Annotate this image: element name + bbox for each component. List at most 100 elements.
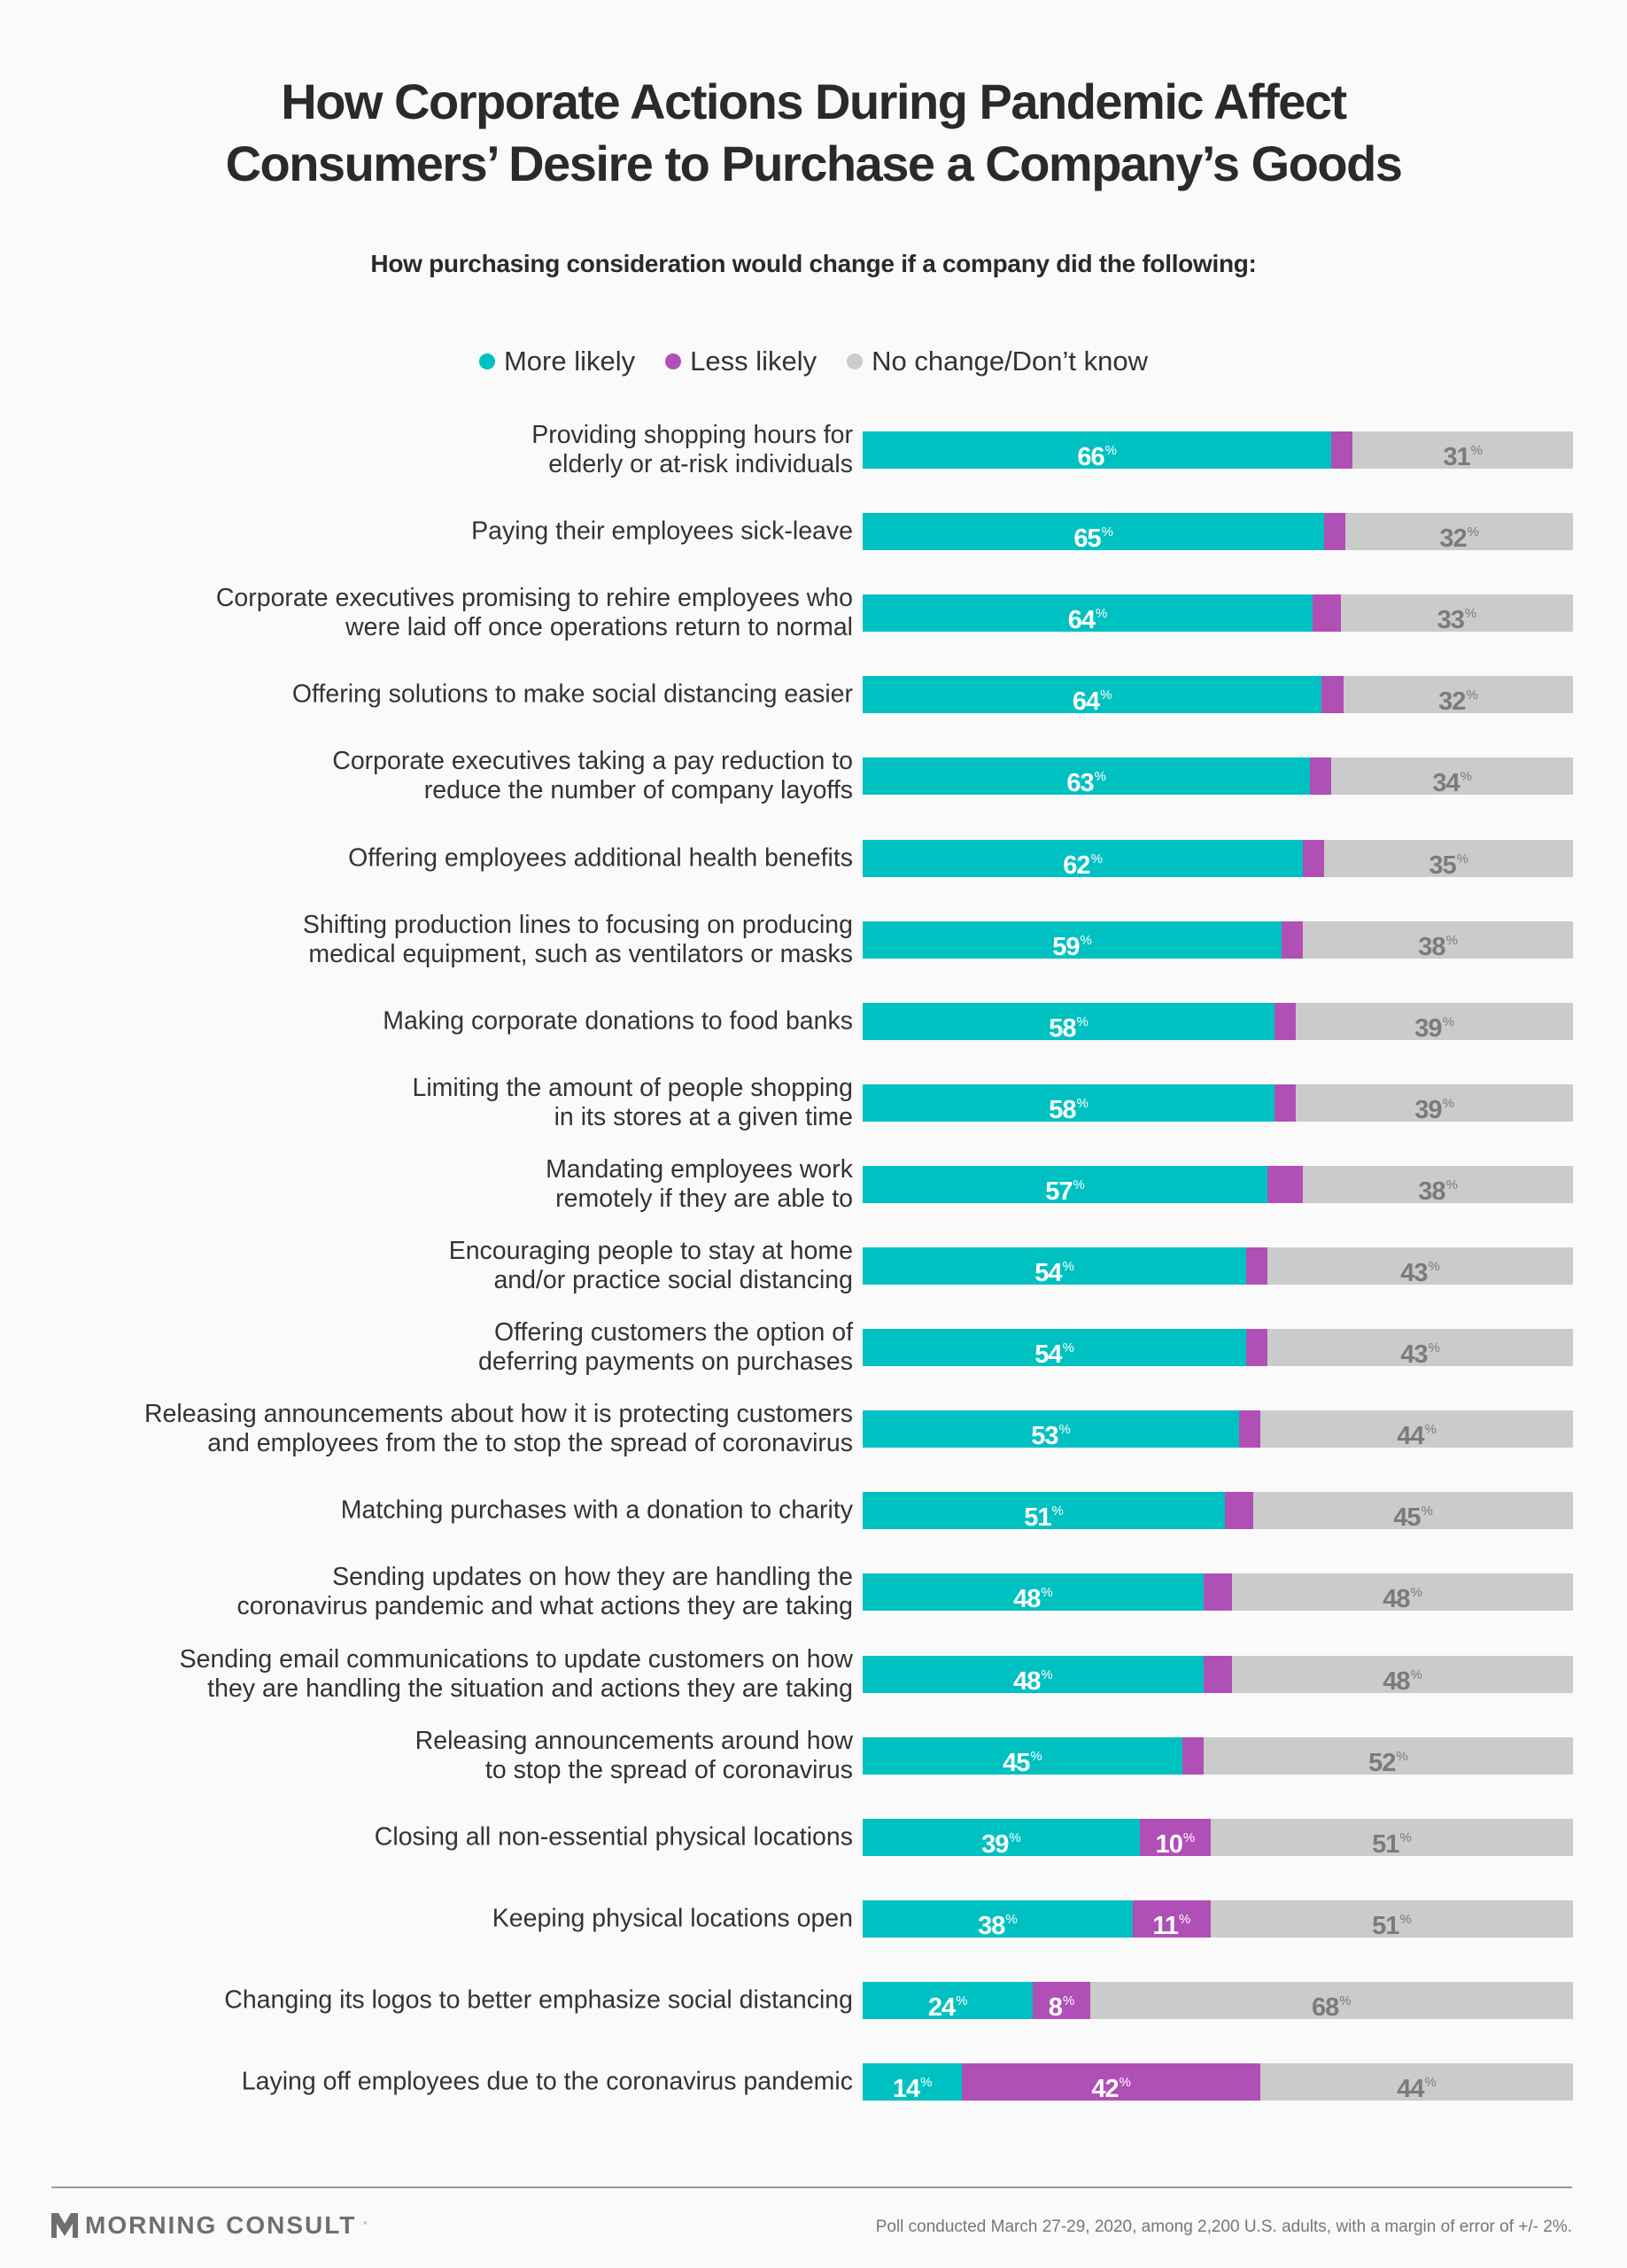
legend-item-less-likely: Less likely [665,346,817,377]
chart-title-line-1: How Corporate Actions During Pandemic Af… [281,74,1347,129]
bar-segment-more-likely [863,920,1282,959]
bar-segment-less-likely [1267,1165,1304,1203]
bar-segment-no-change [1260,1410,1574,1449]
bar-segment-less-likely [1274,1084,1297,1122]
data-label-more-likely: 66% [1077,443,1117,471]
bar-segment-more-likely [863,1899,1134,1938]
bar-segment-more-likely [863,1165,1268,1203]
bar-segment-no-change [1352,431,1574,469]
row-label-line: Offering employees additional health ben… [348,843,853,872]
bar-segment-more-likely [863,431,1332,469]
bar-segment-no-change [1210,1899,1574,1938]
row-label: Offering employees additional health ben… [348,843,853,873]
bar-segment-more-likely [863,513,1325,551]
row-label: Matching purchases with a donation to ch… [341,1496,853,1526]
footer-divider [51,2186,1572,2188]
data-label-more-likely: 64% [1072,687,1112,717]
data-label-more-likely: 39% [981,1829,1021,1859]
legend-swatch-less-likely [665,353,682,369]
bar-segment-no-change [1340,594,1574,633]
bar-segment-more-likely [863,1655,1205,1693]
bar-segment-less-likely [1139,1818,1212,1856]
bar-segment-no-change [1089,1981,1574,2019]
bar-segment-no-change [1253,1492,1574,1530]
bar-segment-more-likely [863,1002,1275,1040]
bar-segment-no-change [1210,1818,1574,1856]
bar-segment-less-likely [1274,1002,1297,1040]
legend-item-more-likely: More likely [478,346,635,377]
data-label-more-likely: 54% [1034,1259,1074,1287]
row-label-line: deferring payments on purchases [478,1348,853,1377]
bar-segment-less-likely [1282,920,1304,959]
bar-segment-less-likely [1331,431,1353,469]
row-label-line: Keeping physical locations open [492,1904,853,1933]
data-label-more-likely: 48% [1013,1666,1053,1696]
data-label-no-change: 35% [1429,850,1468,880]
row-label-line: Offering customers the option of [493,1318,853,1348]
bar-segment-less-likely [1313,594,1342,633]
row-label-line: Corporate executives taking a pay reduct… [332,747,853,776]
bar-segment-no-change [1267,1329,1574,1367]
data-label-more-likely: 51% [1024,1503,1064,1533]
bar-segment-no-change [1343,676,1574,714]
data-label-no-change: 44% [1397,1422,1437,1451]
data-label-more-likely: 24% [927,1992,968,2022]
row-label: Releasing announcements around how to sto… [415,1727,853,1785]
morning-consult-logo: MORNING CONSULT ° [51,2211,368,2240]
legend-item-no-change: No change/Don’t know [847,346,1148,377]
data-label-less-likely: 42% [1091,2075,1131,2103]
data-label-no-change: 38% [1418,1177,1458,1206]
row-label-line: they are handling the situation and acti… [207,1674,853,1703]
bar-segment-less-likely [1225,1492,1254,1530]
row-label-line: Shifting production lines to focusing on… [302,910,853,939]
row-label: Offering customers the option of deferrin… [478,1318,853,1377]
data-label-no-change: 48% [1383,1666,1422,1696]
data-label-no-change: 43% [1400,1259,1440,1287]
bar-segment-more-likely [863,1329,1247,1367]
bar-segment-no-change [1296,1002,1574,1040]
row-label-line: remotely if they are able to [555,1184,853,1213]
row-label-line: and employees from the to stop the sprea… [207,1429,853,1458]
morning-consult-m-icon [51,2213,78,2238]
row-label: Sending updates on how they are handling… [237,1563,853,1621]
row-label-line: Providing shopping hours for [531,421,853,449]
bar-segment-less-likely [1303,839,1325,877]
row-label: Sending email communications to update c… [180,1645,853,1704]
bar-segment-no-change [1203,1736,1574,1775]
data-label-no-change: 33% [1437,606,1477,635]
data-label-no-change: 52% [1368,1748,1408,1777]
chart-title-line-2: Consumers’ Desire to Purchase a Company’… [225,136,1403,191]
row-label-line: Closing all non-essential physical locat… [374,1822,853,1852]
row-label-line: medical equipment, such as ventilators o… [308,939,853,968]
bar-segment-no-change [1232,1655,1574,1693]
data-label-no-change: 39% [1414,1014,1454,1043]
bar-segment-more-likely [863,594,1313,633]
data-label-no-change: 32% [1438,687,1478,717]
data-label-more-likely: 58% [1049,1014,1089,1043]
bar-segment-less-likely [1310,757,1332,796]
data-label-no-change: 31% [1443,443,1483,471]
legend-swatch-no-change [847,353,864,369]
row-label-line: coronavirus pandemic and what actions th… [236,1592,853,1621]
row-label-line: to stop the spread of coronavirus [484,1755,853,1784]
bar-segment-less-likely [1324,513,1346,551]
row-label-line: Corporate executives promising to rehire… [215,584,853,613]
legend-label: Less likely [690,346,817,377]
bar-segment-less-likely [1203,1655,1233,1693]
row-label-line: were laid off once operations return to … [345,613,853,642]
data-label-more-likely: 65% [1073,524,1113,554]
bar-segment-no-change [1232,1573,1574,1612]
row-label-line: Releasing announcements about how it is … [143,1400,853,1429]
row-label: Providing shopping hours for elderly or a… [531,421,853,479]
chart-title: How Corporate Actions During Pandemic Af… [0,71,1627,195]
bar-segment-no-change [1324,839,1574,877]
bar-segment-more-likely [863,1247,1247,1285]
data-label-no-change: 45% [1393,1503,1433,1533]
row-label: Shifting production lines to focusing on… [303,911,853,969]
data-label-no-change: 32% [1439,524,1479,554]
data-label-no-change: 38% [1418,932,1458,961]
row-label: Corporate executives promising to rehire… [216,584,853,642]
data-label-more-likely: 62% [1063,850,1103,880]
bar-segment-no-change [1260,2063,1574,2101]
bar-segment-more-likely [863,1573,1205,1612]
